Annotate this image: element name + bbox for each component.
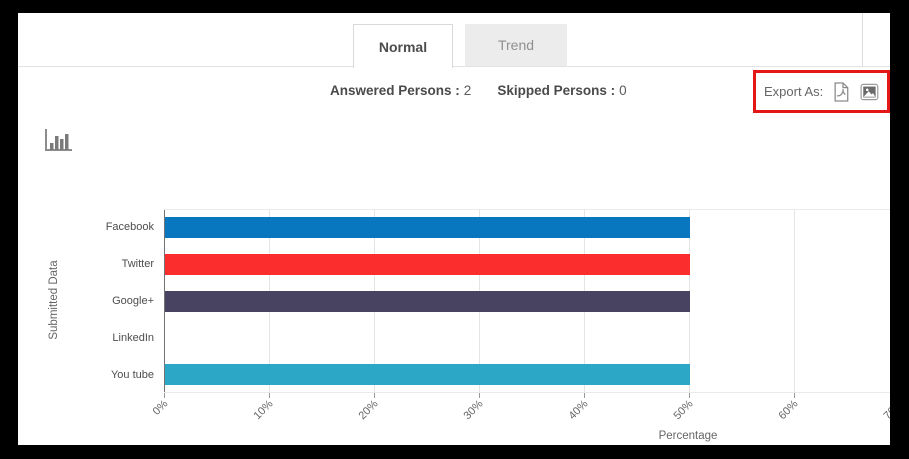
- bar-twitter[interactable]: [165, 253, 690, 275]
- x-tick-label: 40%: [566, 398, 591, 423]
- x-tick-label: 60%: [776, 398, 801, 423]
- axis-tick: [794, 393, 795, 398]
- category-axis-labels: Facebook Twitter Google+ LinkedIn You tube: [18, 13, 154, 445]
- x-tick-label: 50%: [671, 398, 696, 423]
- category-label: Google+: [112, 295, 154, 307]
- x-axis-title: Percentage: [658, 430, 718, 442]
- response-stats: Answered Persons :2 Skipped Persons :0: [330, 83, 627, 98]
- axis-tick: [689, 393, 690, 398]
- category-label: Twitter: [121, 258, 154, 271]
- tabbar-edge-divider: [862, 13, 863, 66]
- skipped-persons-value: 0: [619, 83, 627, 98]
- answered-persons-stat: Answered Persons :2: [330, 83, 471, 98]
- bar-you-tube[interactable]: [165, 364, 690, 386]
- tab-trend[interactable]: Trend: [465, 24, 567, 66]
- pdf-export-icon[interactable]: [832, 79, 851, 105]
- image-export-icon[interactable]: [860, 79, 879, 105]
- tab-normal[interactable]: Normal: [353, 24, 453, 68]
- skipped-persons-label: Skipped Persons :: [497, 83, 616, 98]
- y-axis-line: [164, 209, 165, 393]
- x-tick-label: 10%: [251, 398, 276, 423]
- plot-edge: [164, 209, 890, 210]
- tab-normal-label: Normal: [378, 38, 428, 55]
- export-as-label: Export As:: [764, 84, 824, 99]
- export-as-section: Export As:: [753, 70, 890, 113]
- category-label: You tube: [110, 368, 154, 381]
- x-tick-label: 20%: [356, 398, 381, 423]
- axis-tick: [584, 393, 585, 398]
- axis-tick: [479, 393, 480, 398]
- answered-persons-value: 2: [463, 83, 472, 98]
- tab-trend-label: Trend: [497, 37, 535, 53]
- report-panel: Normal Trend Answered Persons :2 Skipped…: [18, 13, 890, 445]
- bar-google-[interactable]: [165, 290, 690, 312]
- plot-area: [164, 209, 890, 393]
- skipped-persons-stat: Skipped Persons :0: [497, 83, 626, 98]
- answered-persons-label: Answered Persons :: [330, 83, 460, 98]
- axis-tick: [164, 393, 165, 398]
- plot-edge: [164, 392, 890, 393]
- bar-facebook[interactable]: [165, 216, 690, 238]
- bar-chart-icon[interactable]: [42, 127, 74, 153]
- gridline: [794, 209, 795, 393]
- x-tick-label: 70%: [881, 398, 890, 423]
- axis-tick: [374, 393, 375, 398]
- category-label: Facebook: [105, 221, 154, 234]
- category-label: LinkedIn: [112, 331, 154, 344]
- x-tick-label: 30%: [461, 398, 486, 423]
- tab-separator: [18, 66, 890, 67]
- axis-tick: [269, 393, 270, 398]
